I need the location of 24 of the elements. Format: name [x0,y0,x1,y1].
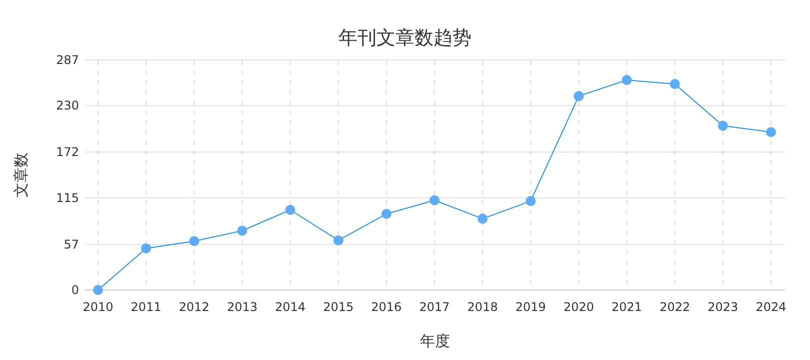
x-tick-label: 2021 [612,300,642,314]
y-tick-label: 115 [56,190,79,205]
x-tick-label: 2013 [226,300,258,314]
y-tick-label: 0 [71,283,79,297]
x-tick-label: 2011 [130,300,162,314]
x-tick-label: 2012 [178,300,210,314]
x-tick-label: 2019 [515,300,546,314]
x-tick-label: 2018 [467,300,498,314]
y-tick-label: 230 [56,98,79,113]
x-tick-label: 2016 [371,300,402,314]
x-tick-label: 2014 [275,300,306,314]
x-tick-label: 2023 [708,300,738,314]
x-tick-label: 2017 [419,300,450,314]
x-tick-label: 2015 [323,300,354,314]
y-tick-label: 172 [56,145,79,160]
y-tick-label: 57 [64,237,79,252]
x-tick-label: 2020 [563,300,594,314]
y-tick-label: 287 [56,53,79,67]
y-axis-title: 文章数 [12,152,30,198]
x-tick-label: 2024 [756,300,786,314]
x-axis-title: 年度 [420,332,450,350]
x-tick-label: 2010 [82,300,114,314]
x-tick-label: 2022 [660,300,690,314]
chart-title: 年刊文章数趋势 [338,27,472,49]
